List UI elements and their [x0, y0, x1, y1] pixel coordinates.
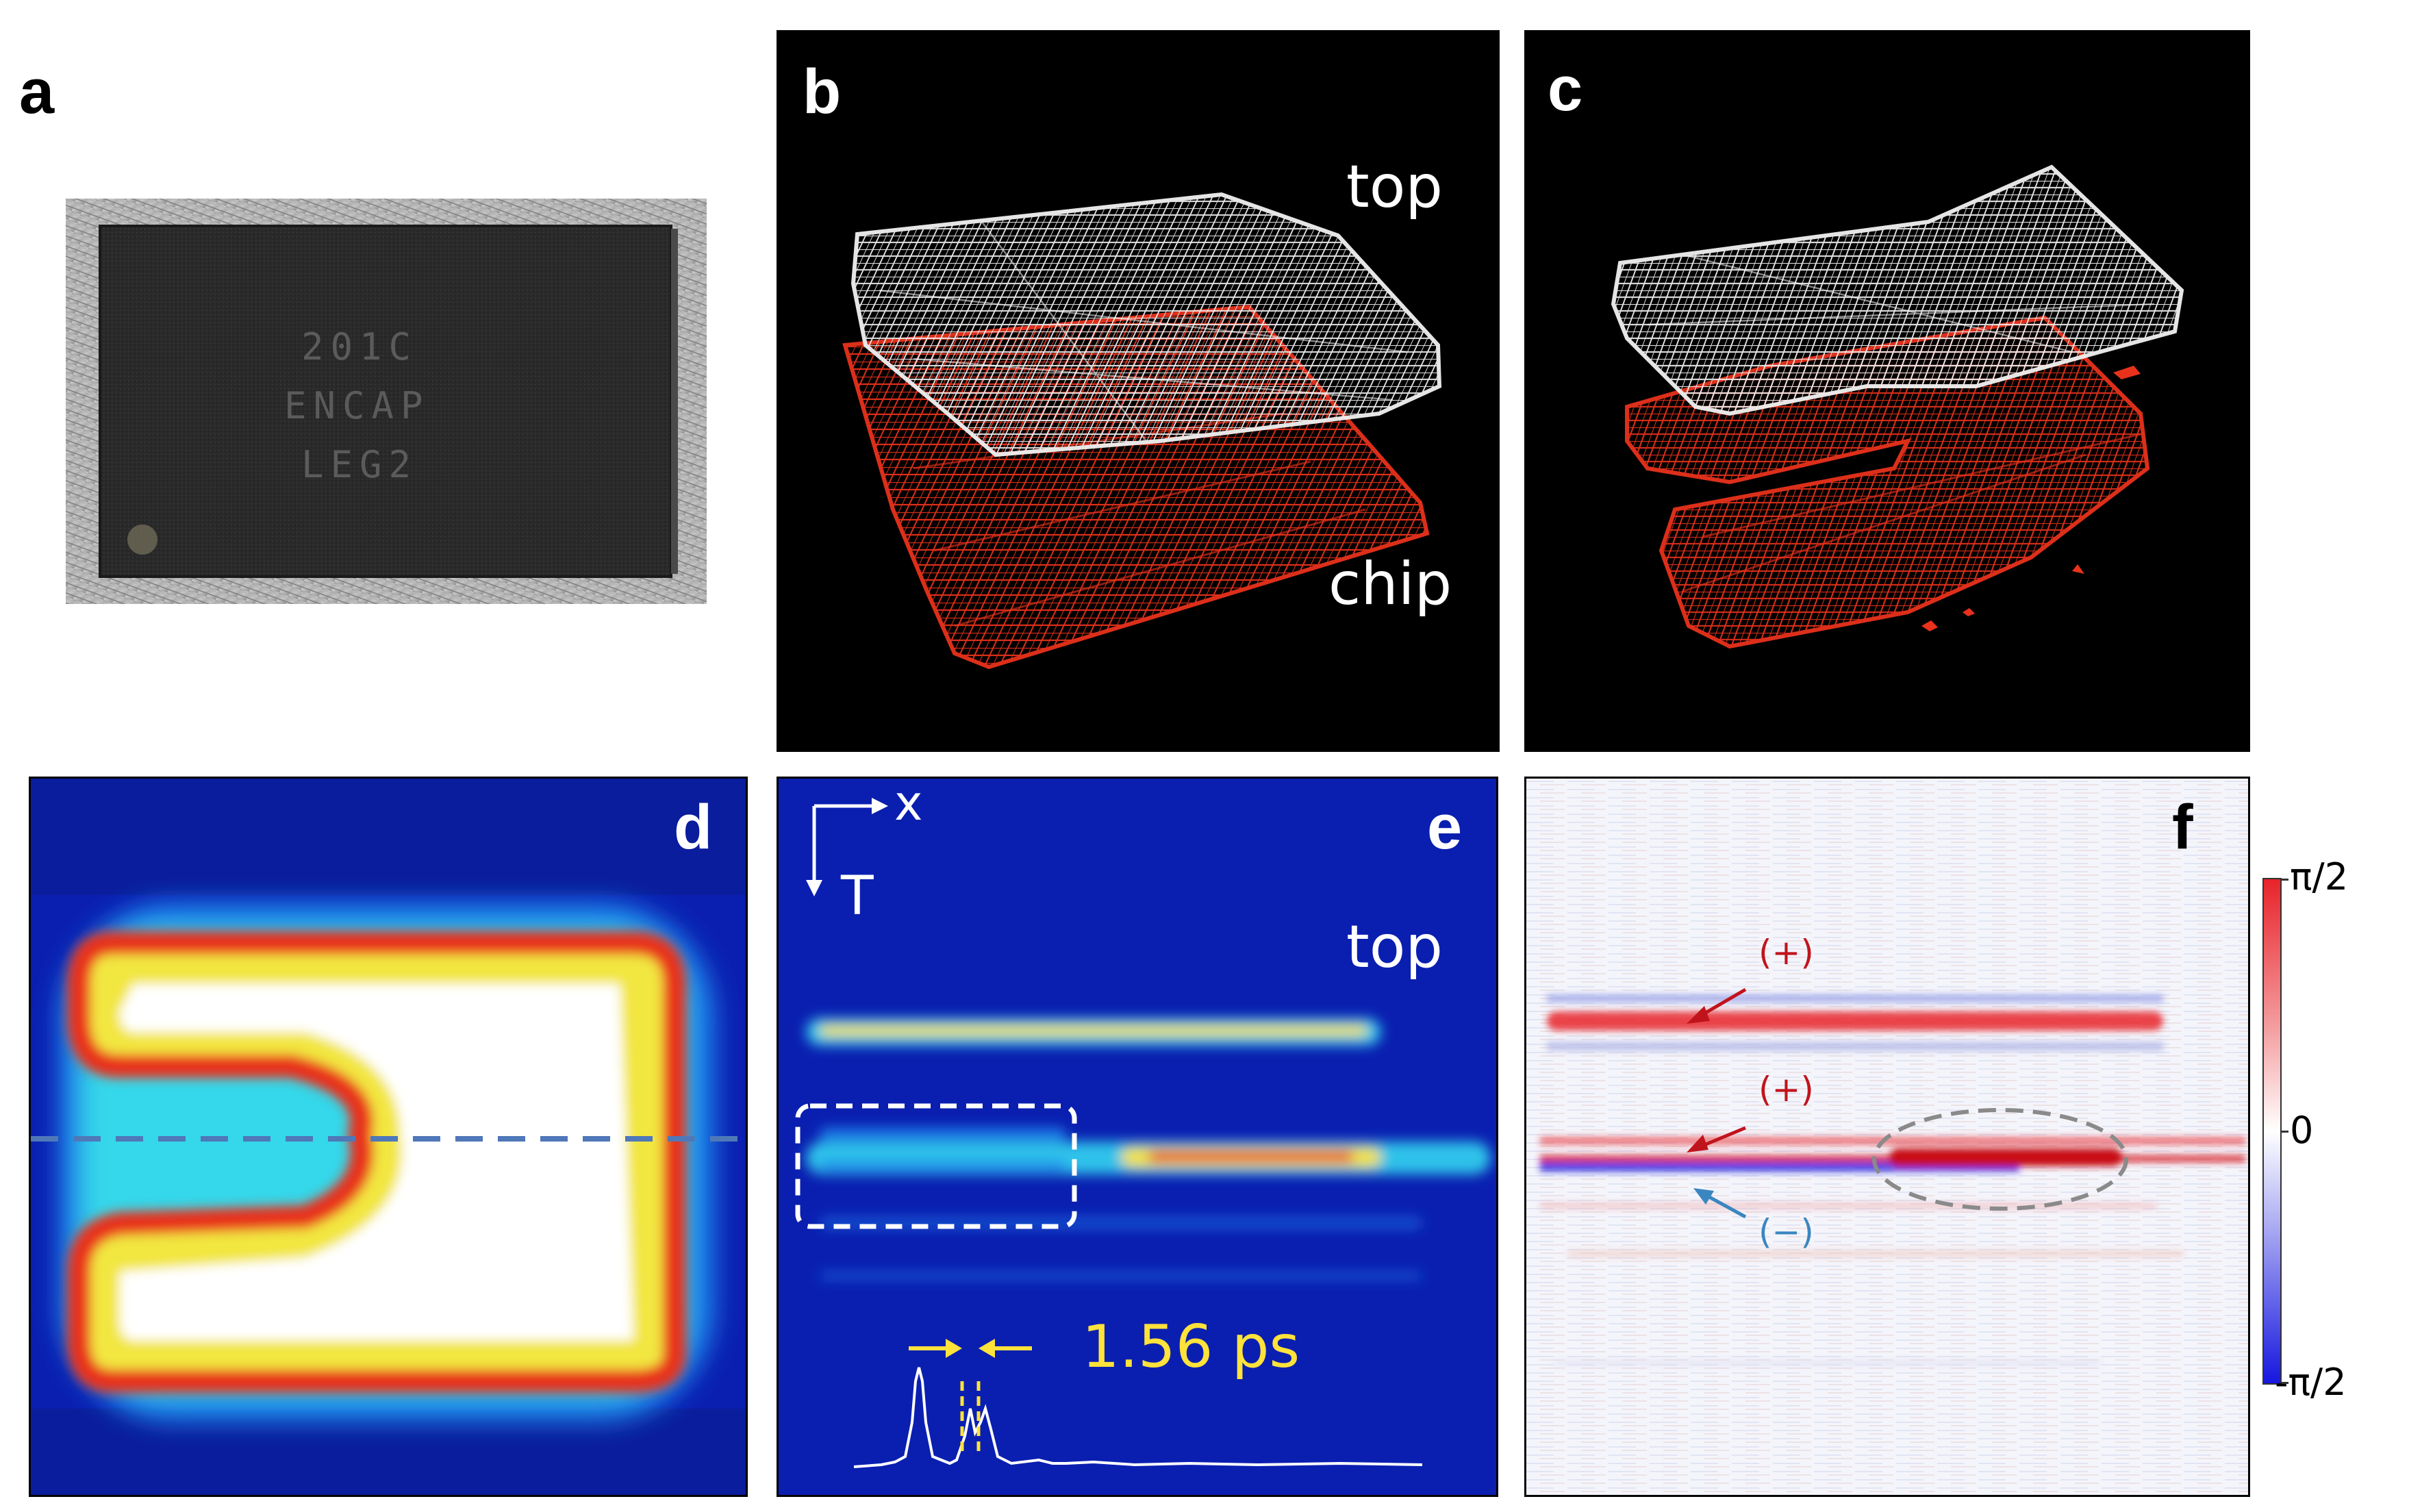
highlight-ellipse: [1872, 1108, 2128, 1211]
colorbar-tick-mark-mid: [2282, 1131, 2288, 1133]
panel-label-a: a: [19, 57, 55, 127]
panel-label-c: c: [1548, 54, 1583, 124]
panel-f-phase-map: [1524, 777, 2250, 1497]
marker-minus: (−): [1758, 1212, 1814, 1252]
marker-plus-1: (+): [1758, 933, 1814, 972]
top-mesh: [850, 192, 1442, 457]
label-chip-b: chip: [1328, 550, 1452, 618]
axis-label-x: x: [894, 775, 923, 831]
colorbar-tick-mark-bottom: [2282, 1382, 2288, 1384]
panel-c-render: [1524, 30, 2250, 752]
chip-marking-line-1: 201C: [301, 325, 418, 368]
time-trace: [853, 1367, 1423, 1468]
chip-marking-line-3: LEG2: [301, 443, 418, 486]
label-top-b: top: [1346, 153, 1443, 221]
panel-label-e: e: [1427, 792, 1463, 862]
colorbar-tick-mark-top: [2282, 879, 2288, 881]
chip-marking-line-2: ENCAP: [284, 384, 430, 427]
panel-label-b: b: [803, 57, 842, 127]
panel-d-thz-image: [29, 777, 748, 1497]
axis-label-t: T: [841, 866, 874, 927]
phase-colorbar: [2262, 878, 2282, 1385]
label-top-e: top: [1346, 913, 1443, 981]
panel-b-render: [777, 30, 1500, 752]
colorbar-tick-mid: 0: [2290, 1109, 2314, 1152]
top-mesh-c: [1611, 164, 2184, 416]
panel-label-d: d: [674, 792, 713, 862]
panel-e-bscan: [777, 777, 1498, 1497]
zoom-box: [795, 1103, 1077, 1229]
chip-photo: [66, 199, 707, 604]
panel-label-f: f: [2172, 792, 2193, 862]
interval-label: 1.56 ps: [1082, 1313, 1300, 1381]
marker-plus-2: (+): [1758, 1070, 1814, 1109]
colorbar-tick-top: π/2: [2290, 855, 2349, 898]
